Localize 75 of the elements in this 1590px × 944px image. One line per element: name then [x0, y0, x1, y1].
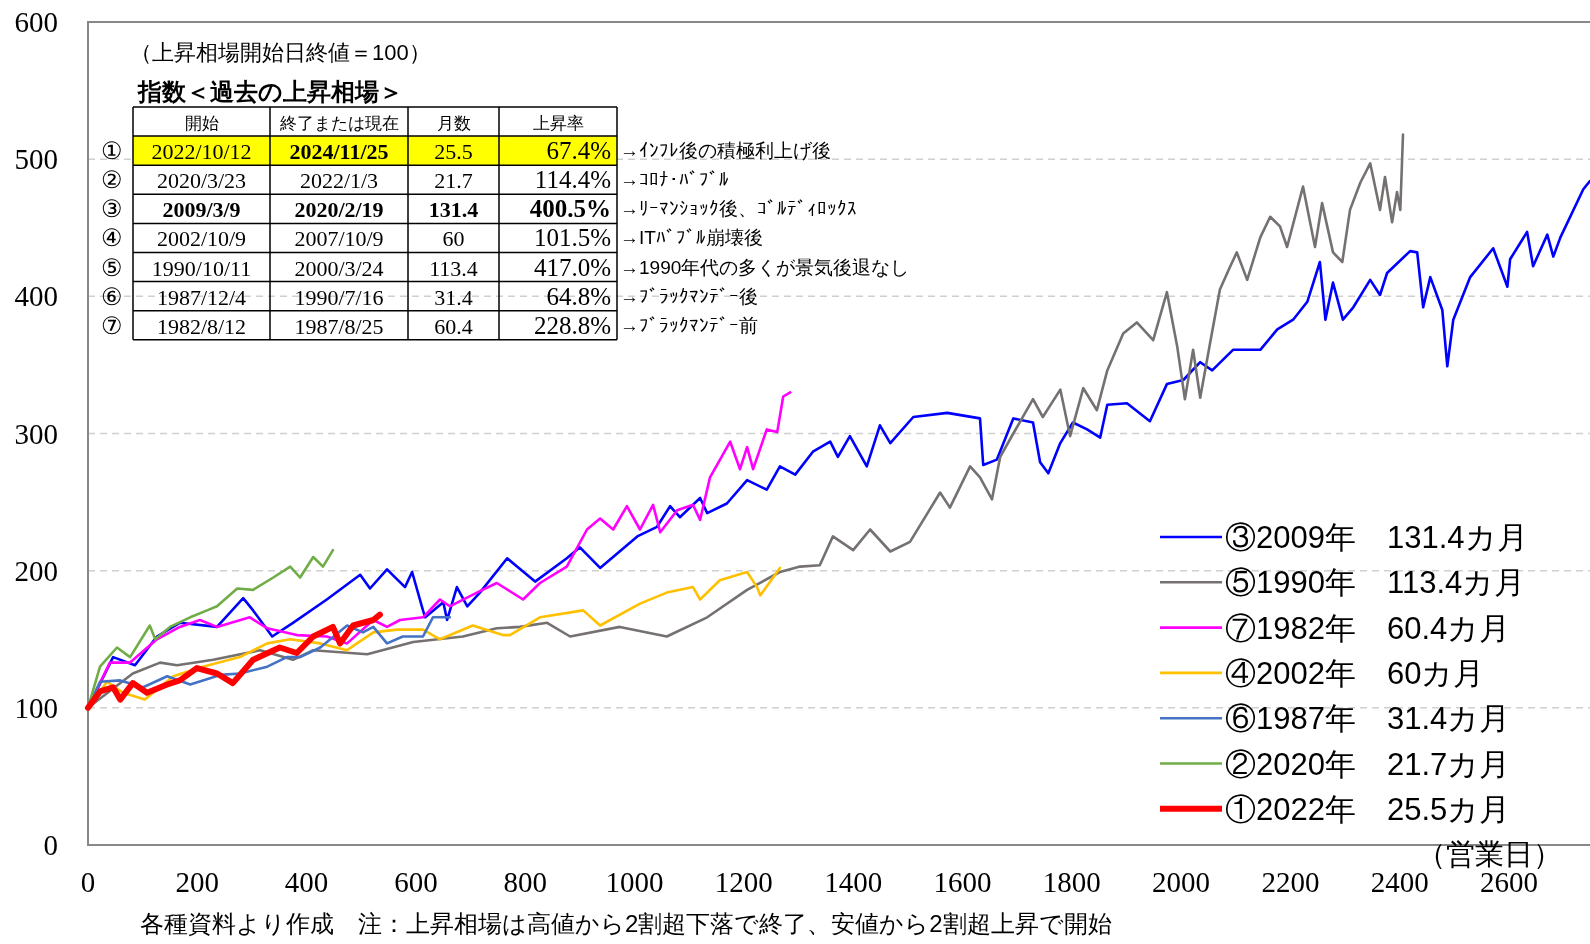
- y-tick-label: 100: [14, 691, 58, 724]
- annotation: 21.7: [434, 168, 473, 194]
- legend-label: ⑤1990年 113.4カ月: [1225, 565, 1526, 601]
- annotation: 25.5: [434, 139, 473, 165]
- legend-label: ①2022年 25.5カ月: [1225, 791, 1511, 827]
- annotation: 2022/1/3: [299, 168, 379, 194]
- x-tick-label: 1200: [714, 866, 773, 898]
- x-tick-label: 1400: [824, 866, 883, 898]
- annotation: 2024/11/25: [289, 139, 389, 165]
- text: 指数＜過去の上昇相場＞: [137, 78, 403, 105]
- y-tick-label: 0: [43, 829, 58, 861]
- annotation: ①: [101, 137, 123, 165]
- annotation: ④: [101, 224, 123, 252]
- annotation: 60: [442, 226, 465, 252]
- legend-label: ②2020年 21.7カ月: [1225, 746, 1511, 782]
- x-tick-label: 2200: [1261, 866, 1320, 898]
- annotation: 1990/7/16: [294, 284, 384, 310]
- annotation: 月数: [436, 114, 471, 133]
- x-tick-label: 1600: [933, 866, 992, 898]
- annotation: →ﾌﾞﾗｯｸﾏﾝﾃﾞｰ後: [620, 285, 758, 307]
- annotation: 228.8%: [533, 311, 611, 339]
- annotation: 60.4: [434, 313, 473, 339]
- annotation: 開始: [184, 114, 219, 133]
- annotation: 31.4: [434, 284, 473, 310]
- annotation: →ITﾊﾞﾌﾞﾙ崩壊後: [620, 227, 763, 249]
- annotation: 64.8%: [546, 282, 611, 310]
- annotation: 417.0%: [533, 253, 611, 281]
- text: 各種資料より作成 注：上昇相場は高値から2割超下落で終了、安値から2割超上昇で開始: [140, 910, 1112, 937]
- legend-label: ③2009年 131.4カ月: [1225, 520, 1528, 555]
- annotation: 2020/3/23: [156, 168, 247, 194]
- y-tick-label: 300: [14, 417, 58, 450]
- x-tick-label: 600: [394, 866, 438, 898]
- annotation: →ｺﾛﾅ･ﾊﾞﾌﾞﾙ: [620, 169, 729, 191]
- legend-label: ⑥1987年 31.4カ月: [1225, 701, 1511, 737]
- annotation: 2009/3/9: [162, 197, 241, 223]
- annotation: 終了または現在: [278, 114, 399, 133]
- legend-label: ④2002年 60カ月: [1225, 655, 1485, 691]
- annotation: 131.4: [428, 197, 479, 223]
- y-tick-label: 400: [14, 280, 58, 313]
- annotation: ③: [101, 195, 123, 223]
- annotation: 1990/10/11: [151, 255, 252, 281]
- x-tick-label: 0: [80, 866, 96, 898]
- y-tick-label: 200: [14, 554, 58, 587]
- y-tick-label: 500: [14, 143, 58, 176]
- annotation: ⑤: [101, 253, 123, 281]
- y-tick-label: 600: [14, 6, 58, 38]
- annotation: 2002/10/9: [156, 226, 247, 252]
- annotation: 2022/10/12: [151, 139, 252, 165]
- annotation: 67.4%: [546, 137, 611, 165]
- text: （上昇相場開始日終値＝100）: [130, 40, 431, 65]
- annotation: →ﾘｰﾏﾝｼｮｯｸ後、ｺﾞﾙﾃﾞｨﾛｯｸｽ: [620, 198, 857, 220]
- annotation: 2020/2/19: [294, 197, 384, 223]
- annotation: 101.5%: [533, 224, 611, 252]
- x-tick-label: 1000: [605, 866, 664, 898]
- annotation: 113.4: [429, 255, 478, 281]
- annotation: →1990年代の多くが景気後退なし: [620, 256, 910, 278]
- annotation: →ｲﾝﾌﾚ後の積極利上げ後: [620, 140, 831, 162]
- annotation: 400.5%: [529, 195, 611, 223]
- annotation: →ﾌﾞﾗｯｸﾏﾝﾃﾞｰ前: [620, 314, 758, 336]
- x-tick-label: 2000: [1152, 866, 1211, 898]
- annotation: 1982/8/12: [156, 313, 247, 339]
- annotation: 上昇率: [532, 114, 584, 133]
- annotation: 114.4%: [534, 166, 611, 194]
- annotation: 2007/10/9: [294, 226, 384, 252]
- x-tick-label: 1800: [1042, 866, 1101, 898]
- annotation: 1987/12/4: [156, 284, 247, 310]
- annotation: 1987/8/25: [294, 313, 384, 339]
- x-tick-label: 200: [175, 866, 220, 898]
- annotation: ⑥: [101, 282, 123, 310]
- x-tick-label: 400: [284, 866, 329, 898]
- annotation: 2000/3/24: [294, 255, 384, 281]
- annotation: ②: [101, 166, 123, 194]
- legend-label: ⑦1982年 60.4カ月: [1225, 610, 1511, 646]
- x-tick-label: 800: [503, 866, 547, 898]
- annotation: ⑦: [101, 311, 123, 339]
